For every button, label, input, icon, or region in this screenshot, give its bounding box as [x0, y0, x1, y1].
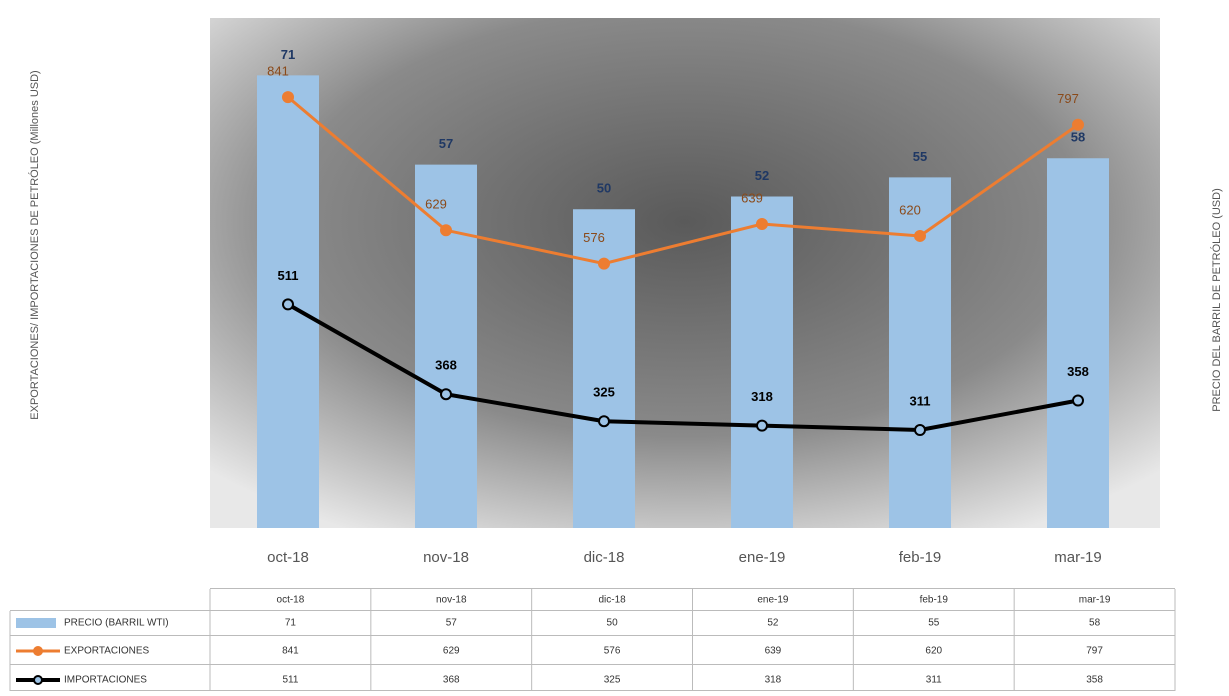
table-header: oct-18: [277, 595, 305, 606]
line-marker: [914, 229, 926, 242]
line-marker: [756, 419, 768, 432]
legend-label: PRECIO (BARRIL WTI): [64, 618, 169, 629]
data-table: oct-18 nov-18 dic-18 ene-19 feb-19 mar-19 PREC…: [9, 588, 1176, 691]
bar: [415, 164, 477, 528]
bar-value-label: 52: [755, 168, 769, 183]
table-header: mar-19: [1079, 595, 1111, 606]
line-value-label: 311: [910, 393, 931, 408]
legend-key-marker: [33, 646, 43, 656]
legend-key-marker: [33, 675, 43, 685]
table-cell: 620: [925, 646, 942, 657]
line-value-label: 620: [899, 202, 921, 217]
table-header: dic-18: [598, 595, 626, 606]
bar-value-label: 58: [1071, 130, 1085, 145]
bar: [731, 196, 793, 528]
table-cell: 71: [285, 618, 297, 629]
table-cell: 58: [1089, 618, 1101, 629]
legend-label: EXPORTACIONES: [64, 646, 150, 657]
legend-label: IMPORTACIONES: [64, 675, 147, 686]
table-cell: 797: [1086, 646, 1103, 657]
line-value-label: 797: [1057, 91, 1079, 106]
x-tick-label: dic-18: [584, 549, 625, 566]
table-cell: 841: [282, 646, 299, 657]
line-value-label: 841: [267, 64, 289, 79]
line-marker: [598, 415, 610, 428]
bar-value-label: 50: [597, 181, 611, 196]
bar: [1047, 158, 1109, 528]
line-marker: [440, 388, 452, 401]
line-value-label: 576: [583, 230, 605, 245]
line-marker: [1072, 118, 1084, 131]
table-cell: 511: [282, 675, 298, 686]
table-cell: 50: [607, 618, 619, 629]
x-tick-label: mar-19: [1054, 549, 1102, 566]
x-tick-label: nov-18: [423, 549, 469, 566]
line-marker: [756, 218, 768, 231]
line-value-label: 325: [593, 385, 615, 400]
plot-background: [210, 18, 1160, 528]
line-marker: [1072, 394, 1084, 407]
table-cell: 55: [928, 618, 940, 629]
y2-axis-title: PRECIO DEL BARRIL DE PETRÓLEO (USD): [1210, 188, 1223, 412]
bar-value-label: 55: [913, 149, 927, 164]
line-value-label: 629: [425, 197, 447, 212]
line-value-label: 318: [751, 389, 773, 404]
line-value-label: 368: [435, 358, 457, 373]
line: [287, 95, 1079, 266]
line-marker: [598, 257, 610, 270]
table-cell: 358: [1086, 675, 1103, 686]
x-tick-label: feb-19: [899, 549, 942, 566]
bar-value-label: 57: [439, 136, 453, 151]
x-tick-label: ene-19: [739, 549, 786, 566]
table-cell: 318: [765, 675, 782, 686]
table-cell: 576: [604, 646, 621, 657]
table-cell: 639: [765, 646, 782, 657]
line-value-label: 639: [741, 190, 763, 205]
x-tick-label: oct-18: [267, 549, 309, 566]
y-axis-title: EXPORTACIONES/ IMPORTACIONES DE PETRÓLEO…: [28, 70, 41, 419]
line: [287, 302, 1079, 433]
bar-value-label: 71: [281, 47, 295, 62]
table-header: feb-19: [920, 595, 949, 606]
line-value-label: 358: [1067, 364, 1089, 379]
table-header: ene-19: [757, 595, 789, 606]
line-marker: [282, 298, 294, 311]
legend-key: [16, 618, 56, 628]
table-cell: 52: [767, 618, 779, 629]
table-cell: 368: [443, 675, 460, 686]
table-cell: 629: [443, 646, 460, 657]
table-cell: 325: [604, 675, 621, 686]
line-marker: [914, 424, 926, 437]
line-marker: [440, 224, 452, 237]
table-header: nov-18: [436, 595, 467, 606]
line-marker: [282, 91, 294, 104]
line-value-label: 511: [278, 268, 299, 283]
table-cell: 57: [446, 618, 458, 629]
table-cell: 311: [926, 675, 942, 686]
